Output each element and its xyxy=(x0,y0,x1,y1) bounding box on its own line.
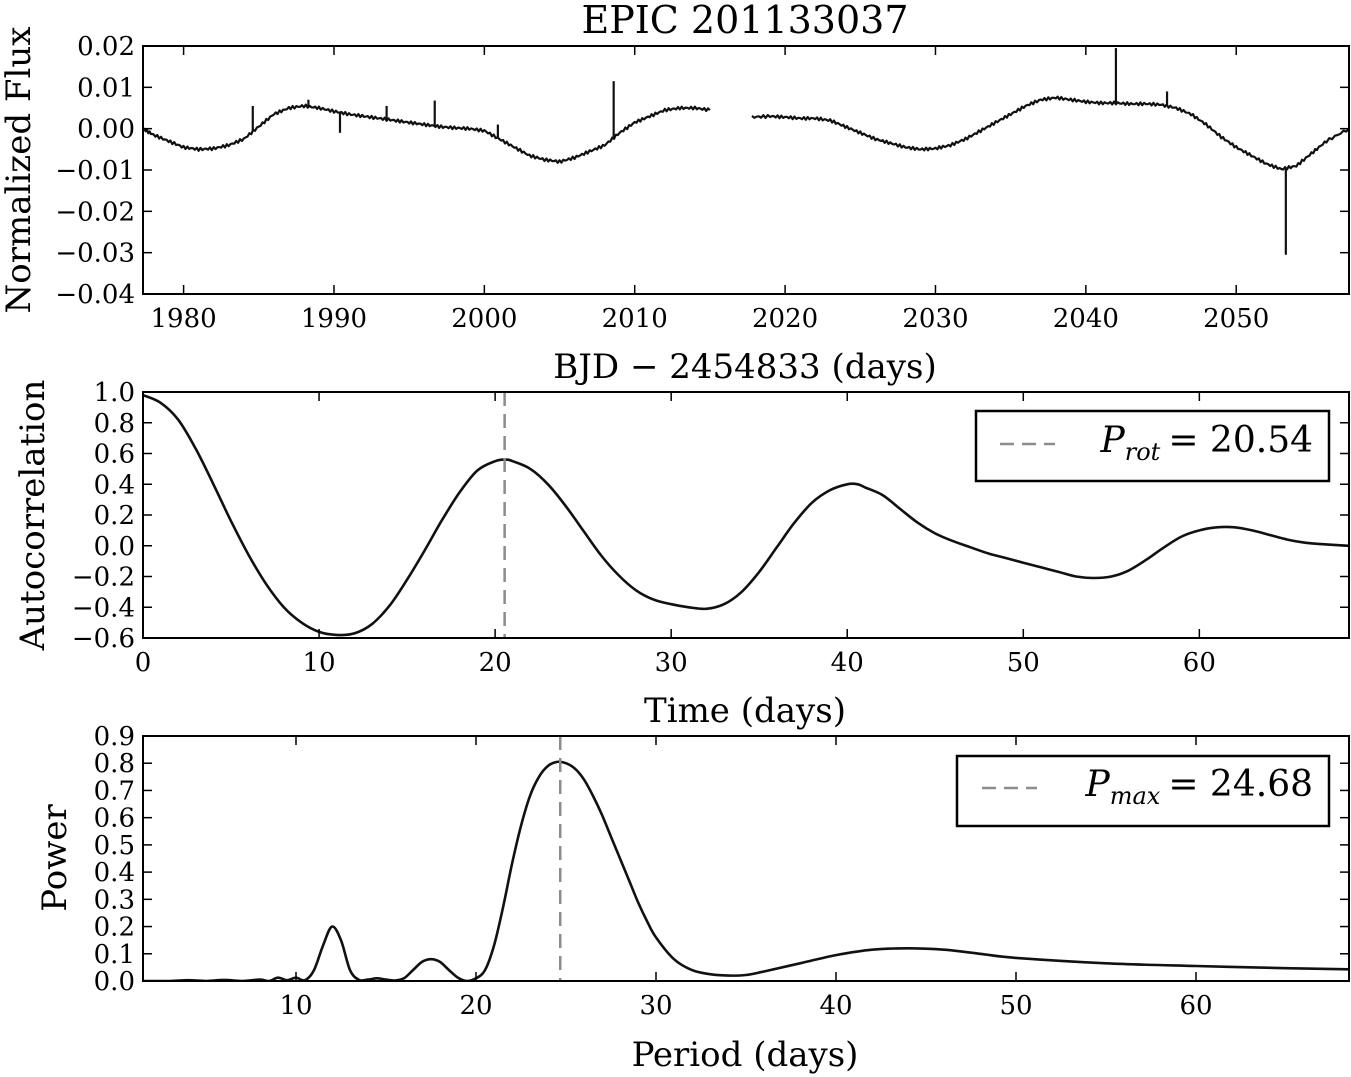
light-curve-x-label: BJD − 2454833 (days) xyxy=(553,347,936,387)
periodogram-y-tick-label: 0.5 xyxy=(94,831,135,861)
periodogram-y-label: Power xyxy=(35,804,75,912)
light-curve-y-tick-label: 0.00 xyxy=(77,115,135,145)
light-curve-x-tick-label: 2030 xyxy=(902,304,968,334)
periodogram-legend-box xyxy=(955,754,1331,828)
periodogram-plot-area xyxy=(143,736,1349,981)
autocorrelation-x-tick-label: 50 xyxy=(1007,648,1040,678)
light-curve-plot-area xyxy=(143,48,1349,255)
autocorrelation-curve xyxy=(143,393,1349,637)
periodogram-y-tick-label: 0.0 xyxy=(94,967,135,997)
light-curve-x-tick-label: 2050 xyxy=(1203,304,1269,334)
autocorrelation-y-tick-label: 0.2 xyxy=(94,501,135,531)
autocorrelation-y-tick-label: 0.0 xyxy=(94,532,135,562)
autocorrelation-y-tick-label: 1.0 xyxy=(94,378,135,408)
periodogram-legend: Pmax = 24.68 xyxy=(955,754,1331,828)
autocorrelation-y-tick-label: 0.8 xyxy=(94,409,135,439)
autocorrelation-x-tick-label: 20 xyxy=(479,648,512,678)
light-curve-series xyxy=(143,48,1349,255)
autocorrelation-ticks: 0 10 20 30 40 50 60 1.00.80.60.40.20.0−0.2−0.4−… xyxy=(72,378,1349,678)
light-curve-x-tick-label: 2040 xyxy=(1053,304,1119,334)
autocorrelation-legend-label: Prot = 20.54 xyxy=(1100,420,1313,466)
periodogram-ticks: 10 20 30 40 50 60 0.90.80.70.60.50.40.30.20.10… xyxy=(94,722,1349,1021)
autocorrelation-x-tick-label: 0 xyxy=(135,648,152,678)
periodogram-y-tick-label: 0.2 xyxy=(94,913,135,943)
periodogram-x-tick-label: 20 xyxy=(459,991,492,1021)
light-curve-y-label: Normalized Flux xyxy=(0,27,39,314)
autocorrelation-legend-box xyxy=(974,409,1331,483)
light-curve-axes-frame xyxy=(142,45,1350,295)
light-curve-panel: EPIC 201133037 1980 1990 2000 2010 2020 2030 2… xyxy=(0,0,1350,387)
periodogram-y-tick-label: 0.3 xyxy=(94,885,135,915)
autocorrelation-x-tick-label: 30 xyxy=(655,648,688,678)
flux-segment xyxy=(751,95,1349,171)
autocorrelation-plot-area xyxy=(143,392,1349,638)
autocorrelation-axes-frame xyxy=(142,391,1350,639)
periodogram-x-tick-label: 50 xyxy=(999,991,1032,1021)
light-curve-x-tick-label: 1990 xyxy=(301,304,367,334)
light-curve-y-tick-label: −0.03 xyxy=(55,239,135,269)
autocorrelation-y-label: Autocorrelation xyxy=(13,380,53,652)
light-curve-x-tick-label: 1980 xyxy=(151,304,217,334)
periodogram-x-tick-label: 40 xyxy=(819,991,852,1021)
autocorrelation-x-tick-label: 60 xyxy=(1183,648,1216,678)
periodogram-series xyxy=(143,736,1349,981)
light-curve-y-tick-label: −0.01 xyxy=(55,156,135,186)
autocorrelation-y-tick-label: −0.4 xyxy=(72,593,135,623)
light-curve-y-tick-label: 0.02 xyxy=(77,32,135,62)
light-curve-y-tick-label: −0.02 xyxy=(55,197,135,227)
periodogram-x-tick-label: 10 xyxy=(279,991,312,1021)
periodogram-x-tick-label: 60 xyxy=(1179,991,1212,1021)
autocorrelation-legend: Prot = 20.54 xyxy=(974,409,1331,483)
autocorrelation-x-tick-label: 10 xyxy=(303,648,336,678)
periodogram-y-tick-label: 0.1 xyxy=(94,940,135,970)
autocorrelation-y-tick-label: −0.6 xyxy=(72,624,135,654)
light-curve-ticks: 1980 1990 2000 2010 2020 2030 2040 2050 0.02 0.01… xyxy=(55,32,1349,334)
periodogram-x-label: Period (days) xyxy=(632,1035,859,1075)
autocorrelation-x-label: Time (days) xyxy=(644,691,846,731)
periodogram-y-tick-label: 0.9 xyxy=(94,722,135,752)
periodogram-legend-label: Pmax = 24.68 xyxy=(1084,764,1313,810)
light-curve-x-tick-label: 2020 xyxy=(752,304,818,334)
periodogram-x-tick-label: 30 xyxy=(639,991,672,1021)
periodogram-y-tick-label: 0.4 xyxy=(94,858,135,888)
autocorrelation-y-tick-label: −0.2 xyxy=(72,563,135,593)
periodogram-y-tick-label: 0.7 xyxy=(94,776,135,806)
periodogram-axes-frame xyxy=(142,735,1350,982)
periodogram-y-tick-label: 0.8 xyxy=(94,749,135,779)
light-curve-y-tick-label: 0.01 xyxy=(77,73,135,103)
chart-title: EPIC 201133037 xyxy=(581,0,908,42)
autocorrelation-y-tick-label: 0.4 xyxy=(94,470,135,500)
light-curve-y-tick-label: −0.04 xyxy=(55,280,135,310)
autocorrelation-y-tick-label: 0.6 xyxy=(94,440,135,470)
periodogram-curve xyxy=(143,760,1349,981)
autocorrelation-x-tick-label: 40 xyxy=(831,648,864,678)
periodogram-panel: 10 20 30 40 50 60 0.90.80.70.60.50.40.30.20.10… xyxy=(35,722,1350,1075)
autocorrelation-series xyxy=(143,392,1349,638)
periodogram-y-tick-label: 0.6 xyxy=(94,804,135,834)
flux-segment xyxy=(143,103,711,164)
autocorrelation-panel: 0 10 20 30 40 50 60 1.00.80.60.40.20.0−0.2−0.4−… xyxy=(13,378,1350,731)
light-curve-x-tick-label: 2010 xyxy=(602,304,668,334)
light-curve-x-tick-label: 2000 xyxy=(451,304,517,334)
